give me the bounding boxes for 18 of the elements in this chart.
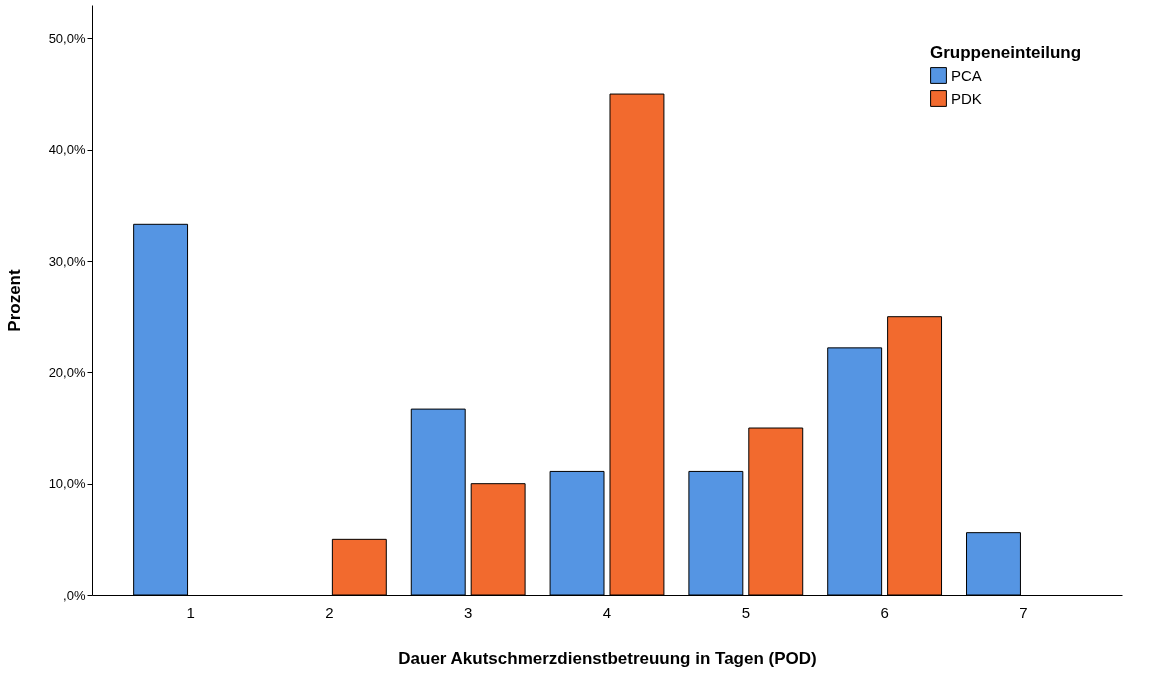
y-tick-label: 20,0% (48, 364, 86, 380)
x-tick-label: 5 (741, 603, 750, 621)
y-tick-label: 40,0% (48, 142, 86, 158)
x-tick-label: 4 (602, 603, 612, 621)
x-tick-label: 1 (186, 603, 195, 621)
y-tick-label: ,0% (63, 587, 86, 603)
x-tick-label: 2 (325, 603, 334, 621)
y-tick-label: 30,0% (48, 253, 86, 269)
x-tick-label: 6 (880, 603, 889, 621)
legend-title: Gruppeneinteilung (930, 43, 1082, 62)
x-tick-label: 7 (1019, 603, 1028, 621)
legend-label: PCA (951, 66, 982, 84)
y-tick-label: 10,0% (48, 476, 86, 492)
y-tick-label: 50,0% (48, 30, 86, 46)
y-axis-title: Prozent (4, 268, 24, 332)
x-axis-title: Dauer Akutschmerzdienstbetreuung in Tagen (POD) (398, 648, 817, 668)
x-tick-label: 3 (464, 603, 473, 621)
legend-label: PDK (951, 89, 982, 107)
